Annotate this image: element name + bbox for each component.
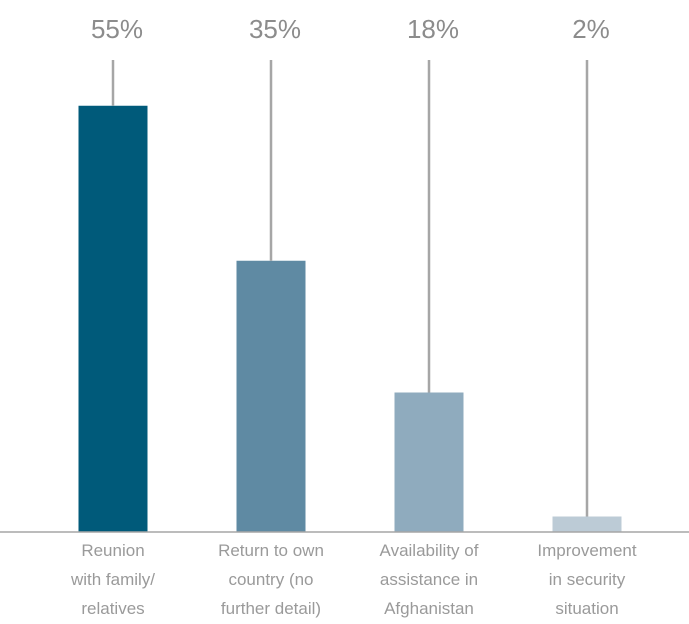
- data-label-1: 55%: [91, 14, 143, 44]
- bar-4: [552, 516, 622, 532]
- bar-2: [236, 260, 306, 532]
- bar-3: [394, 392, 464, 532]
- bars-layer: [78, 105, 622, 532]
- data-label-2: 35%: [249, 14, 301, 44]
- category-label-2: Return to own country (no further detail): [218, 541, 324, 618]
- category-label-line: country (no: [228, 570, 313, 589]
- category-label-3: Availability of assistance in Afghanistan: [380, 541, 479, 618]
- category-label-line: relatives: [81, 599, 144, 618]
- category-label-line: further detail): [221, 599, 321, 618]
- category-label-line: Afghanistan: [384, 599, 474, 618]
- category-label-line: with family/: [70, 570, 155, 589]
- category-label-line: situation: [555, 599, 618, 618]
- category-label-line: Availability of: [380, 541, 479, 560]
- category-label-line: Improvement: [537, 541, 636, 560]
- category-labels-layer: Reunion with family/relatives Return to ow…: [70, 541, 637, 618]
- data-label-4: 2%: [572, 14, 610, 44]
- category-label-line: Reunion: [81, 541, 144, 560]
- data-label-3: 18%: [407, 14, 459, 44]
- data-labels-layer: 55% 35% 18% 2%: [91, 14, 610, 44]
- bar-1: [78, 105, 148, 532]
- category-label-line: in security: [549, 570, 626, 589]
- category-label-4: Improvement in security situation: [537, 541, 636, 618]
- leader-lines-layer: [111, 60, 589, 517]
- category-label-line: Return to own: [218, 541, 324, 560]
- category-label-line: assistance in: [380, 570, 478, 589]
- category-label-1: Reunion with family/relatives: [70, 541, 155, 618]
